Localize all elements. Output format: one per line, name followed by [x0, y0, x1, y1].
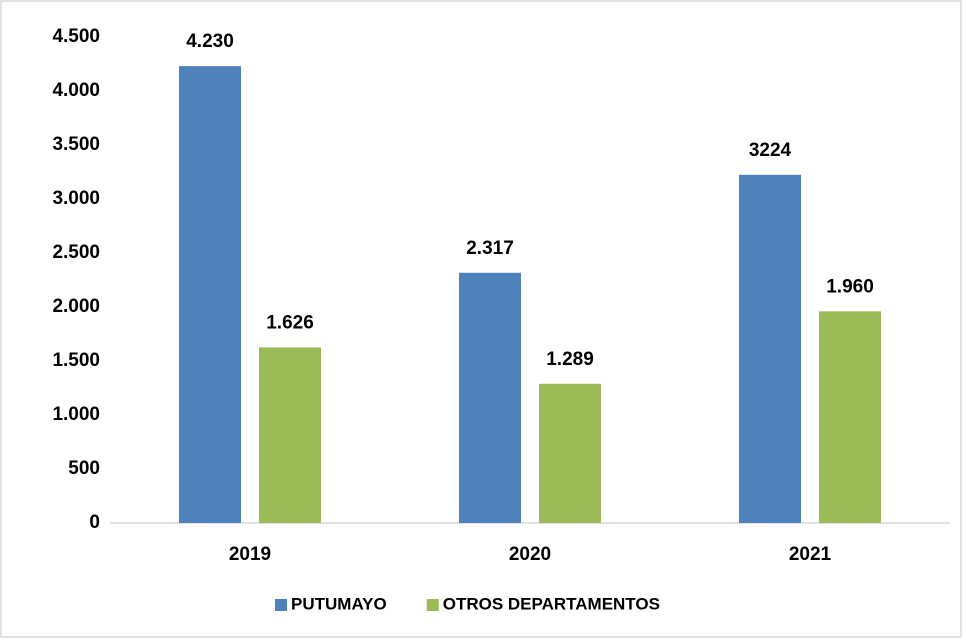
y-tick-label: 1.000	[52, 404, 100, 425]
y-tick-label: 3.000	[52, 188, 100, 209]
value-label: 2.317	[466, 238, 514, 259]
y-tick-label: 3.500	[52, 134, 100, 155]
y-tick-label: 1.500	[52, 350, 100, 371]
legend-swatch	[426, 599, 439, 611]
x-tick-label: 2019	[229, 544, 271, 565]
value-label: 3224	[749, 140, 792, 161]
bar	[259, 347, 321, 523]
bar	[459, 272, 521, 523]
value-label: 1.960	[826, 276, 874, 297]
value-label: 1.289	[546, 349, 594, 370]
y-tick-label: 0	[89, 512, 100, 533]
bar	[819, 311, 881, 523]
y-tick-label: 4.000	[52, 80, 100, 101]
y-tick-label: 2.500	[52, 242, 100, 263]
bar	[739, 174, 801, 524]
bar	[539, 383, 601, 523]
legend-label: OTROS DEPARTAMENTOS	[443, 594, 660, 613]
value-label: 1.626	[266, 312, 314, 333]
bar	[179, 66, 241, 523]
y-tick-label: 500	[68, 458, 100, 479]
y-tick-label: 2.000	[52, 296, 100, 317]
x-tick-label: 2021	[789, 544, 832, 565]
x-tick-label: 2020	[509, 544, 551, 565]
value-label: 4.230	[186, 31, 234, 52]
legend-swatch	[275, 599, 287, 611]
y-tick-label: 4.500	[52, 26, 100, 47]
legend-label: PUTUMAYO	[291, 594, 387, 613]
